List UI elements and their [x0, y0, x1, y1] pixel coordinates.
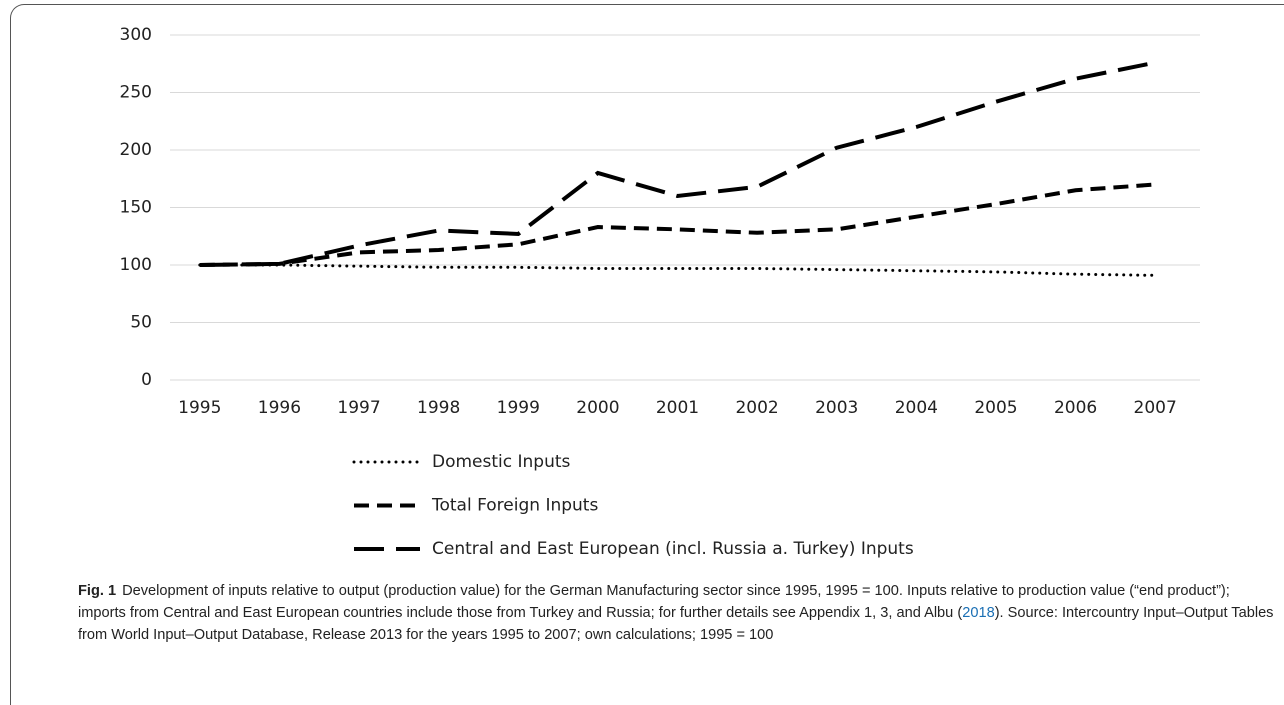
y-tick-label: 200: [120, 140, 152, 160]
legend-label: Domestic Inputs: [432, 452, 571, 472]
y-tick-label: 150: [120, 198, 152, 218]
figure-frame: [10, 4, 1284, 705]
x-tick-label: 2007: [1134, 398, 1177, 418]
x-tick-label: 2006: [1054, 398, 1097, 418]
y-tick-label: 50: [130, 313, 152, 333]
line-series: [198, 263, 1157, 277]
x-tick-label: 2005: [974, 398, 1017, 418]
x-tick-label: 2002: [735, 398, 778, 418]
x-tick-label: 1995: [178, 398, 221, 418]
caption-text: Development of inputs relative to output…: [78, 583, 1230, 621]
x-tick-label: 1999: [497, 398, 540, 418]
chart: 0 50 100 150 200 250 300 1995 1996 1997 1998 1999 20…: [120, 25, 1200, 559]
x-tick-label: 2000: [576, 398, 619, 418]
x-tick-label: 1998: [417, 398, 460, 418]
legend-label: Central and East European (incl. Russia …: [432, 539, 914, 559]
x-tick-label: 2003: [815, 398, 858, 418]
y-tick-label: 100: [120, 255, 152, 275]
caption-label: Fig. 1: [78, 583, 117, 599]
y-tick-label: 300: [120, 25, 152, 45]
caption-text: ). Source: Intercountry Input–Output Tab…: [78, 605, 1274, 643]
x-tick-label: 2004: [895, 398, 938, 418]
y-tick-label: 250: [120, 83, 152, 103]
caption-link[interactable]: 2018: [962, 605, 995, 621]
caption: Fig. 1 Development of inputs relative to …: [78, 580, 1274, 646]
page: 0 50 100 150 200 250 300 1995 1996 1997 1998 1999 20…: [10, 4, 1284, 705]
line-series: [199, 60, 1156, 267]
x-tick-label: 2001: [656, 398, 699, 418]
legend-label: Total Foreign Inputs: [431, 496, 598, 516]
x-tick-label: 1996: [258, 398, 301, 418]
x-tick-label: 1997: [337, 398, 380, 418]
y-tick-label: 0: [141, 370, 152, 390]
